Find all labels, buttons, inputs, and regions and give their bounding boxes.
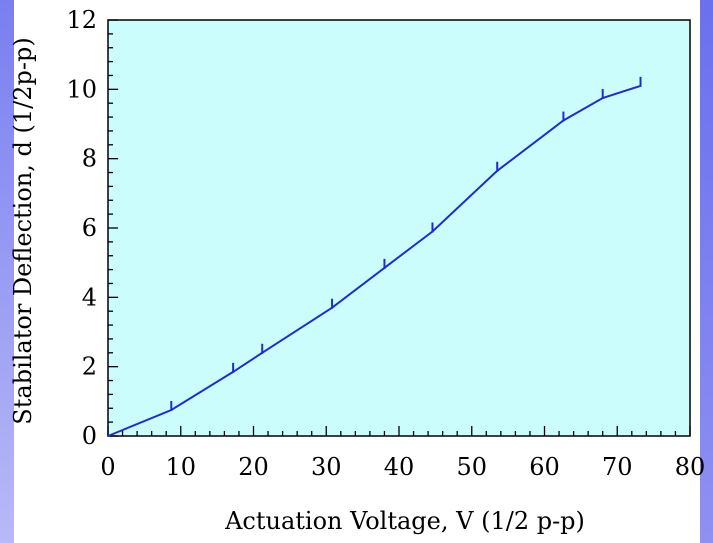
x-tick-label: 30 xyxy=(311,453,342,481)
y-tick-label: 2 xyxy=(82,353,97,381)
plot-area xyxy=(107,19,691,437)
x-tick-label: 0 xyxy=(100,453,115,481)
y-axis-ticks xyxy=(108,19,118,437)
y-tick-label: 12 xyxy=(66,6,97,34)
x-axis-tick-labels: 0 10 20 30 40 50 60 70 80 xyxy=(100,453,705,481)
x-axis-ticks xyxy=(107,426,691,436)
data-point-markers xyxy=(170,76,642,411)
x-tick-label: 40 xyxy=(384,453,415,481)
left-decorative-band xyxy=(0,0,14,543)
x-tick-label: 70 xyxy=(602,453,633,481)
y-axis-title: Stabilator Deflection, d (1/2p-p) xyxy=(9,37,37,424)
x-tick-label: 60 xyxy=(529,453,560,481)
x-tick-label: 20 xyxy=(238,453,269,481)
y-tick-label: 0 xyxy=(82,422,97,450)
x-axis-title: Actuation Voltage, V (1/2 p-p) xyxy=(224,507,585,535)
y-tick-label: 6 xyxy=(82,214,97,242)
y-axis-tick-labels: 0 2 4 6 8 10 12 xyxy=(66,6,97,450)
x-tick-label: 80 xyxy=(675,453,706,481)
x-tick-label: 10 xyxy=(165,453,196,481)
right-decorative-band xyxy=(700,0,713,543)
x-tick-label: 50 xyxy=(456,453,487,481)
y-tick-label: 10 xyxy=(66,75,97,103)
y-tick-label: 8 xyxy=(82,145,97,173)
y-tick-label: 4 xyxy=(82,283,97,311)
